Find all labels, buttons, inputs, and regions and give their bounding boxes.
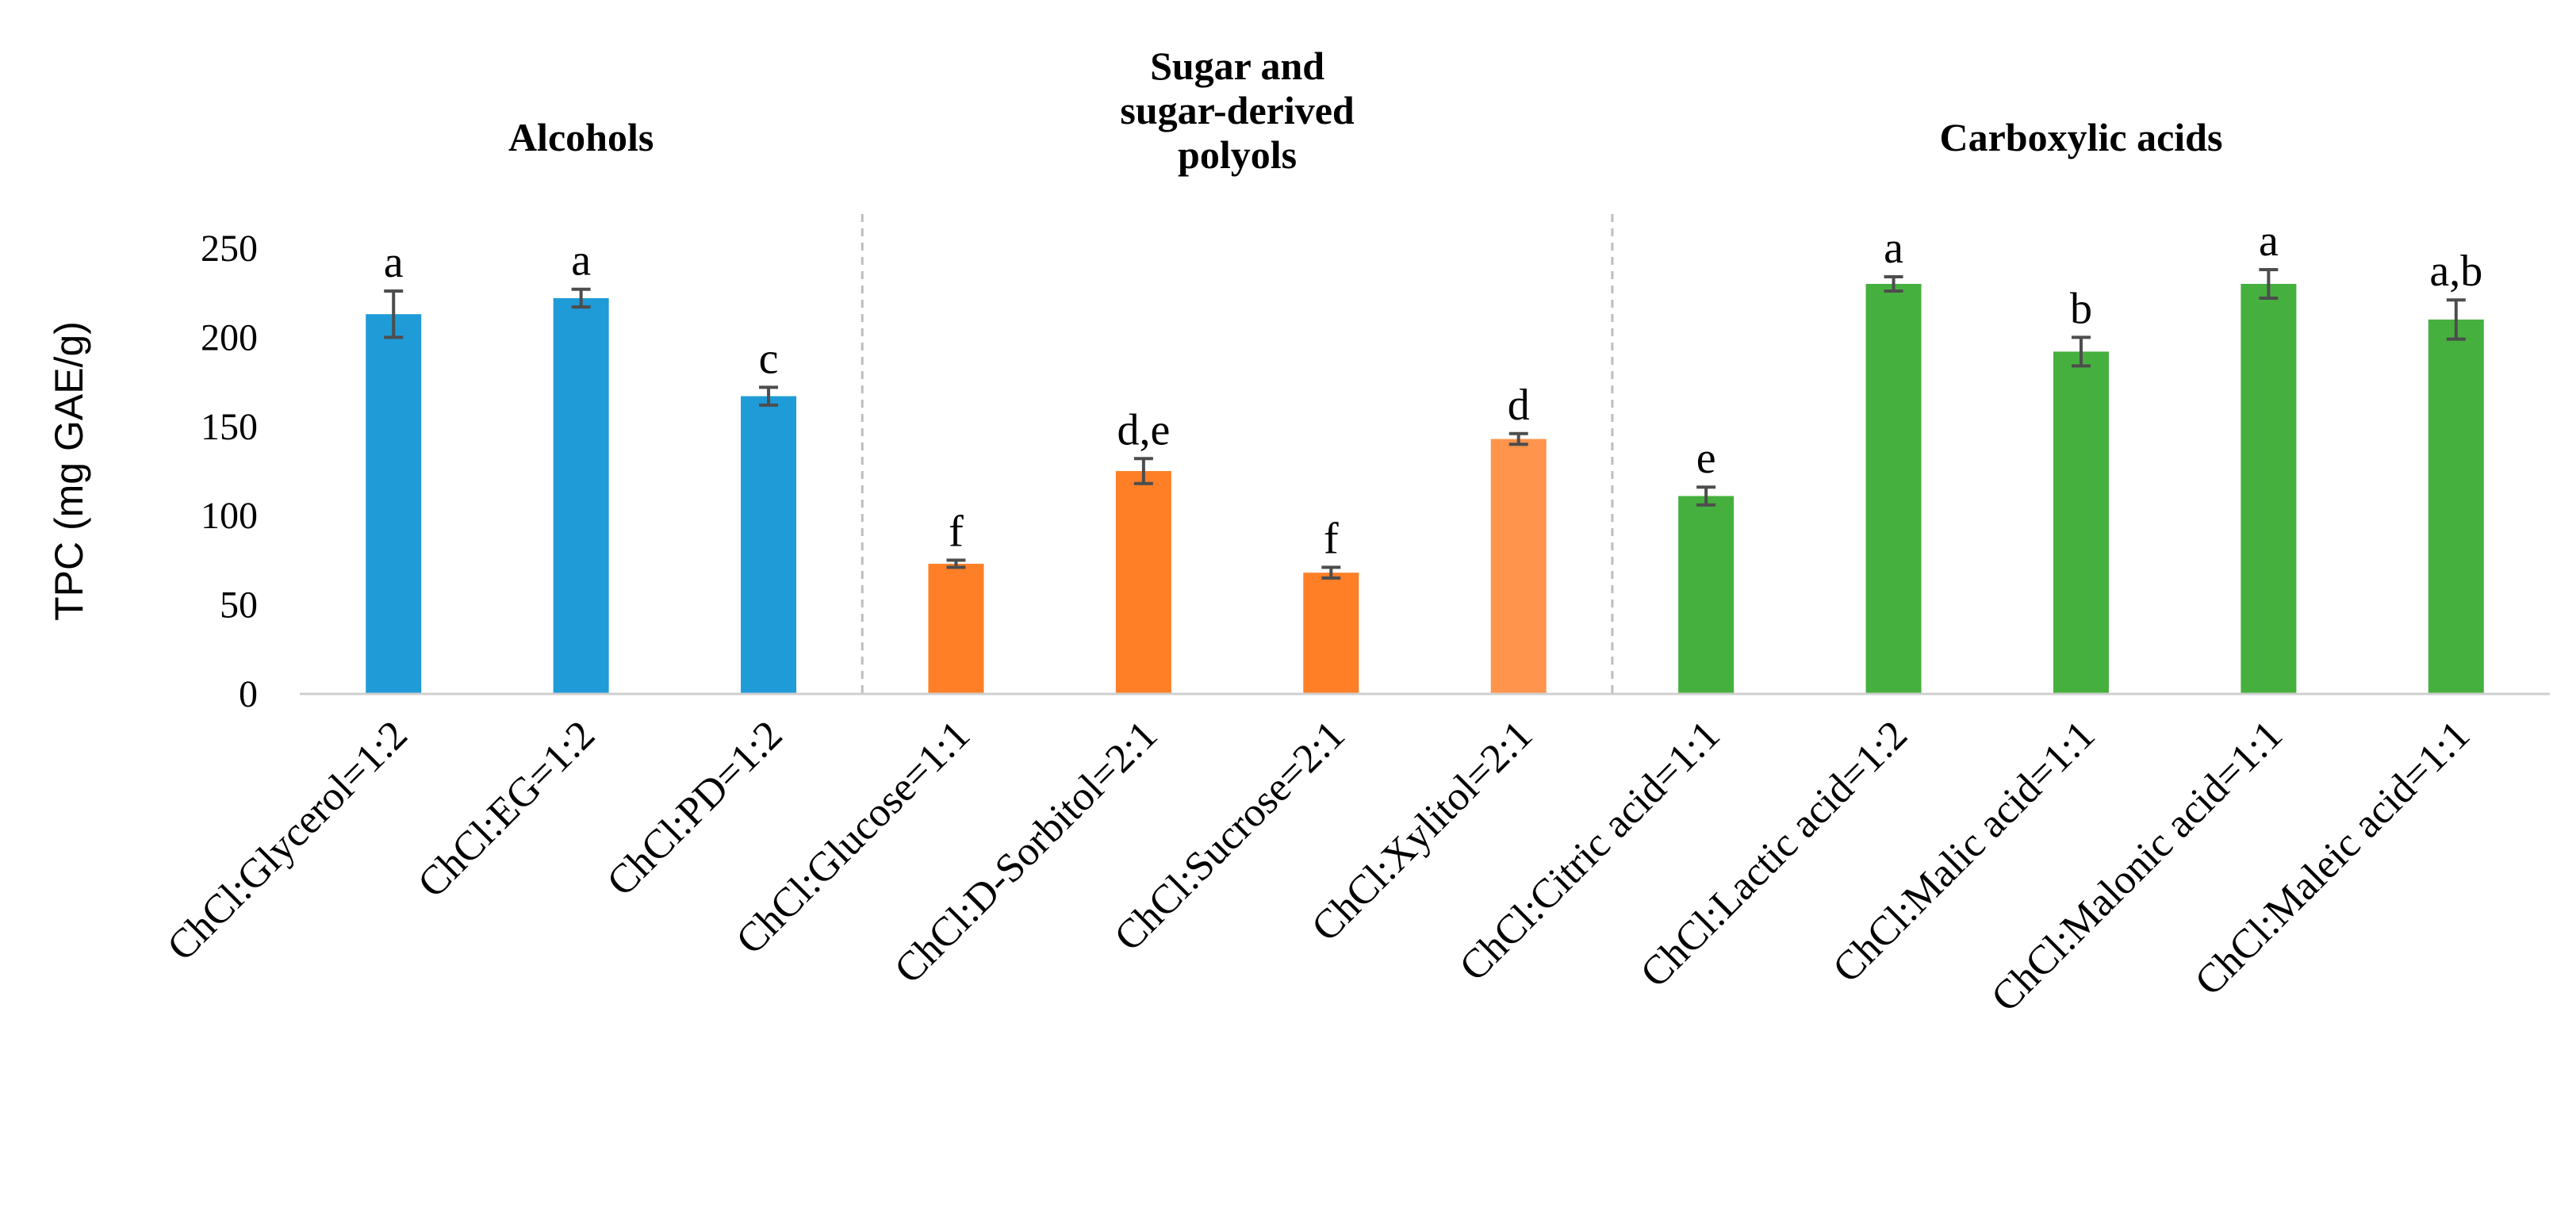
- significance-label: c: [759, 334, 779, 383]
- significance-label: a,b: [2429, 247, 2482, 296]
- bar: [1115, 471, 1171, 694]
- group-title-line: polyols: [1178, 132, 1297, 177]
- bar: [1865, 283, 1922, 695]
- group-separators: [861, 214, 1614, 694]
- bar: [366, 314, 422, 694]
- significance-label: e: [1696, 434, 1716, 483]
- bar: [1490, 439, 1547, 694]
- error-bars: [384, 267, 2466, 580]
- group-title: Alcohols: [508, 115, 654, 159]
- bar: [2241, 283, 2297, 695]
- significance-label: a: [1884, 224, 1903, 273]
- y-tick-label: 200: [201, 316, 258, 358]
- bars: [366, 283, 2484, 695]
- bar: [1303, 573, 1359, 694]
- y-axis-label: TPC (mg GAE/g): [47, 321, 91, 621]
- category-label: ChCl:PD=1:2: [599, 712, 792, 905]
- significance-label: a: [384, 238, 404, 287]
- significance-label: a: [2259, 216, 2279, 266]
- group-title-line: Carboxylic acids: [1939, 115, 2222, 159]
- group-titles: Alcohols Sugar and sugar-derived polyols Car…: [508, 44, 2222, 177]
- y-tick-label: 50: [220, 584, 258, 626]
- y-tick-label: 100: [201, 495, 258, 537]
- significance-label: f: [949, 507, 964, 556]
- group-title: Carboxylic acids: [1939, 115, 2222, 159]
- y-tick-label: 150: [201, 406, 258, 448]
- significance-label: d: [1508, 381, 1530, 430]
- category-label: ChCl:EG=1:2: [409, 712, 604, 906]
- bar: [2428, 319, 2484, 694]
- group-title-line: Alcohols: [508, 115, 654, 159]
- axes: 0 50 100 150 200 250: [201, 228, 2550, 715]
- bar: [741, 396, 797, 694]
- category-label: ChCl:Glycerol=1:2: [159, 712, 416, 970]
- significance-label: f: [1324, 514, 1339, 563]
- significance-label: a: [571, 236, 591, 285]
- y-tick-label: 250: [201, 228, 258, 270]
- group-title-line: sugar-derived: [1120, 88, 1355, 132]
- y-tick-label: 0: [239, 673, 258, 715]
- group-title-line: Sugar and: [1150, 44, 1324, 88]
- significance-label: d,e: [1117, 405, 1170, 454]
- bar: [928, 563, 984, 694]
- group-title: Sugar and sugar-derived polyols: [1120, 44, 1355, 177]
- significance-label: b: [2070, 284, 2092, 333]
- bar: [1678, 496, 1735, 694]
- bar: [2053, 351, 2109, 694]
- bar: [553, 297, 609, 694]
